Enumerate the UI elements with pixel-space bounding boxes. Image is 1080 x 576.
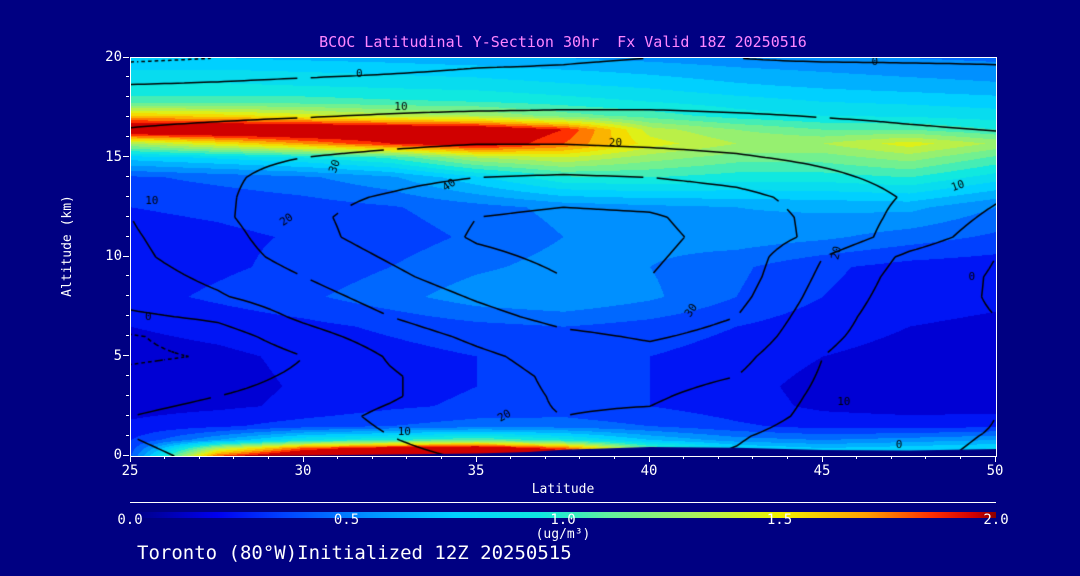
y-axis-tick (126, 414, 129, 416)
x-axis-tick (164, 456, 166, 459)
y-axis-tick (126, 76, 129, 78)
x-axis-tick (198, 456, 200, 459)
y-axis: 0 5 10 15 20 (0, 49, 130, 463)
y-tick-label: 0 (113, 447, 122, 463)
x-axis-tick (717, 456, 719, 459)
x-axis-tick (890, 456, 892, 459)
x-axis-tick (856, 456, 858, 459)
y-tick-label: 10 (105, 248, 122, 264)
colorbar-tick-label: 1.5 (766, 512, 793, 528)
x-axis-tick (613, 456, 615, 459)
chart-title: BCOC Latitudinal Y-Section 30hr Fx Valid… (319, 33, 807, 51)
x-tick-label: 40 (640, 463, 658, 479)
x-axis-tick (925, 456, 927, 459)
x-axis-label: Latitude (531, 482, 595, 497)
colorbar-tick-label: 0.5 (333, 512, 360, 528)
x-axis-tick (648, 456, 650, 462)
y-axis-tick (126, 116, 129, 118)
y-axis-tick (126, 295, 129, 297)
x-axis-tick (406, 456, 408, 459)
y-axis-tick (126, 175, 129, 177)
colorbar-tick-label: 0.0 (117, 512, 143, 528)
y-axis-tick (126, 374, 129, 376)
x-tick-label: 25 (121, 463, 139, 479)
x-axis-tick (129, 456, 131, 462)
y-axis-tick (123, 355, 129, 356)
x-axis-tick (233, 456, 235, 459)
colorbar-tick-label: 1.0 (550, 512, 576, 528)
x-axis-tick (337, 456, 339, 459)
y-axis-tick (126, 434, 129, 436)
x-axis: 25 30 35 40 45 50 (122, 456, 1003, 486)
x-axis-tick (371, 456, 373, 459)
y-axis-tick (126, 215, 129, 217)
y-tick-label: 20 (105, 49, 122, 65)
y-axis-tick (126, 136, 129, 138)
y-axis-tick (126, 394, 129, 396)
x-tick-label: 45 (813, 463, 831, 479)
y-axis-tick (126, 275, 129, 277)
y-axis-tick (123, 156, 129, 157)
y-axis-tick (126, 235, 129, 237)
x-axis-tick (302, 456, 304, 462)
x-axis-tick (579, 456, 581, 459)
footer-caption: Toronto (80°W)Initialized 12Z 20250515 (137, 542, 572, 564)
y-axis-tick (126, 335, 129, 337)
x-tick-label: 50 (986, 463, 1004, 479)
x-tick-label: 35 (467, 463, 485, 479)
colorbar (130, 502, 996, 518)
x-axis-tick (994, 456, 996, 462)
y-axis-tick (126, 315, 129, 317)
colorbar-units: (ug/m³) (535, 527, 591, 542)
x-tick-label: 30 (294, 463, 312, 479)
x-axis-tick (821, 456, 823, 462)
x-axis-tick (510, 456, 512, 459)
y-tick-label: 15 (105, 148, 122, 165)
x-axis-tick (752, 456, 754, 459)
colorbar-tick-label: 2.0 (983, 512, 1009, 528)
y-tick-label: 5 (113, 347, 122, 364)
x-axis-tick (475, 456, 477, 462)
x-axis-tick (959, 456, 961, 459)
section-plot-canvas (131, 58, 996, 456)
y-axis-tick (126, 195, 129, 197)
x-axis-tick (683, 456, 685, 459)
y-axis-tick (123, 454, 129, 456)
x-axis-tick (544, 456, 546, 459)
x-axis-tick (267, 456, 269, 459)
y-axis-tick (123, 56, 129, 58)
y-axis-tick (126, 96, 129, 98)
x-axis-tick (440, 456, 442, 459)
colorbar-canvas (130, 512, 996, 518)
x-axis-tick (786, 456, 788, 459)
plot-area (130, 57, 997, 457)
y-axis-tick (123, 255, 129, 257)
